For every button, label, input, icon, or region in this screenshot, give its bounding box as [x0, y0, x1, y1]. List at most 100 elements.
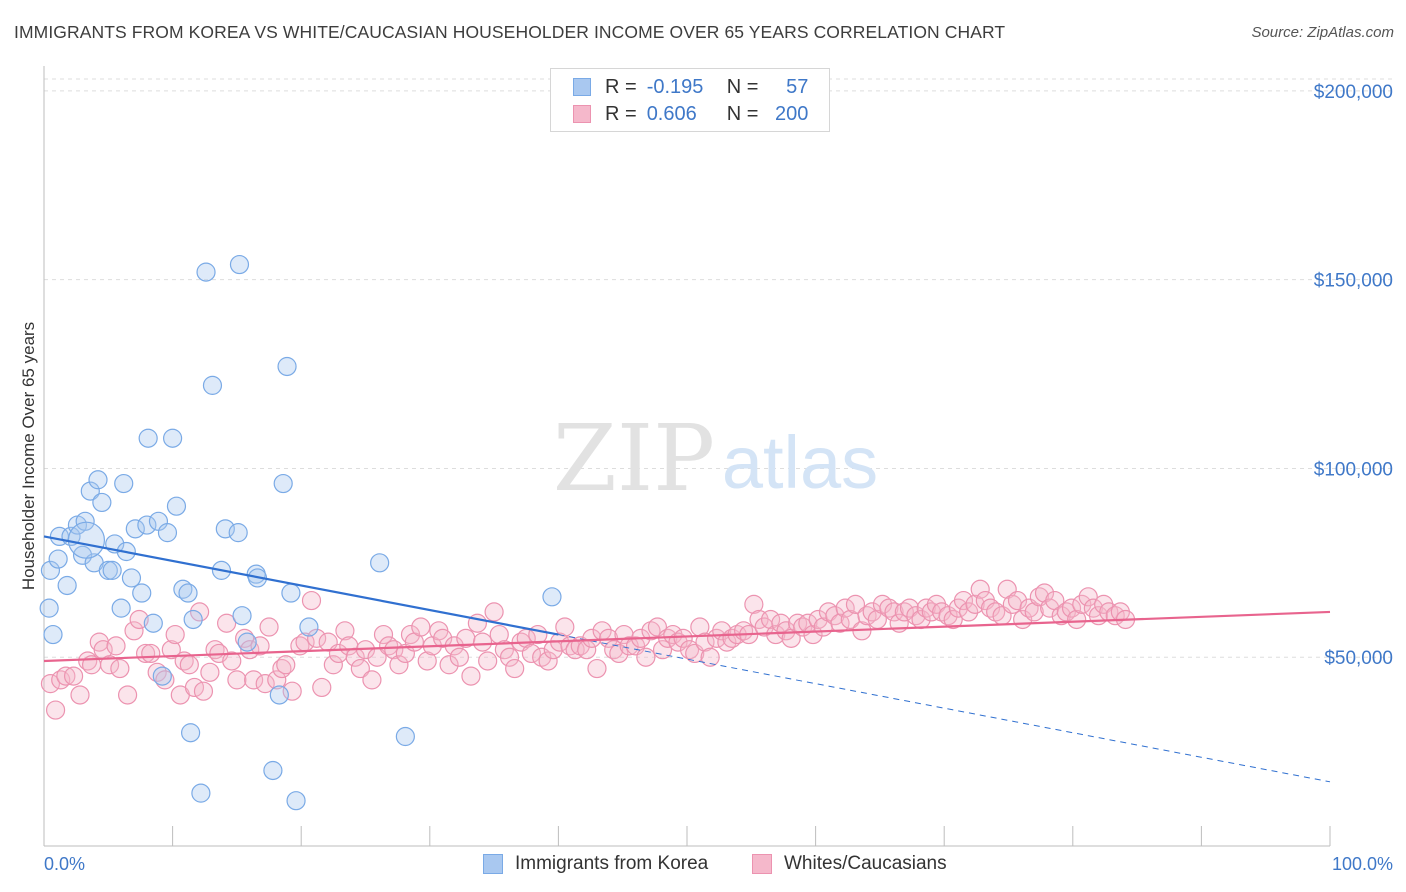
legend-n-value-korea: 57 [786, 75, 809, 98]
trendline-korea-extrapolated [558, 634, 1331, 783]
point-korea [191, 783, 211, 803]
point-white [362, 670, 382, 690]
point-korea [281, 583, 301, 603]
grid-layer [44, 78, 1395, 658]
point-korea [40, 560, 61, 580]
point-korea [72, 545, 93, 565]
point-korea [166, 496, 187, 516]
point-korea [173, 579, 193, 599]
x-tick-label-max: 100.0% [1332, 854, 1393, 874]
bottom-legend-item-korea[interactable]: Immigrants from Korea [483, 853, 708, 875]
watermark-zip: ZIP [553, 405, 715, 512]
point-white [379, 636, 399, 656]
chart-source: Source: ZipAtlas.com [1251, 24, 1394, 41]
point-korea [80, 481, 100, 501]
point-white [884, 602, 904, 622]
point-korea [67, 521, 106, 559]
point-korea [269, 685, 289, 705]
y-axis-label: Householder Income Over 65 years [19, 322, 38, 590]
point-korea [111, 598, 131, 618]
point-white [582, 628, 602, 648]
point-korea [121, 568, 142, 588]
y-tick-label: $50,000 [1324, 648, 1393, 669]
point-white [953, 590, 974, 611]
point-korea [57, 575, 77, 596]
point-korea [181, 723, 201, 743]
point-white [1061, 598, 1082, 618]
point-white [916, 598, 936, 618]
point-korea [88, 470, 108, 490]
axis-layer [43, 66, 1331, 847]
point-white [679, 640, 700, 660]
chart-title: IMMIGRANTS FROM KOREA VS WHITE/CAUCASIAN… [14, 22, 1006, 42]
point-korea [43, 624, 63, 645]
point-white [1072, 594, 1092, 614]
y-tick-label: $150,000 [1314, 271, 1393, 292]
point-white [652, 640, 673, 660]
point-white [129, 609, 149, 630]
point-white [1078, 587, 1098, 607]
point-korea [138, 428, 158, 448]
point-korea [157, 523, 178, 543]
point-korea [395, 726, 415, 747]
point-white [323, 655, 343, 675]
bottom-legend-label-korea: Immigrants from Korea [515, 853, 709, 874]
point-white [389, 655, 409, 675]
point-white [857, 606, 877, 626]
point-korea [114, 473, 134, 494]
bottom-legend-label-white: Whites/Caucasians [784, 853, 947, 874]
point-white [161, 640, 181, 660]
watermark: ZIP atlas [553, 405, 878, 512]
point-white [478, 651, 498, 671]
point-white [165, 624, 185, 645]
point-white [411, 617, 431, 637]
point-white [830, 613, 850, 633]
point-white [906, 606, 926, 626]
legend-r-value-white: 0.606 [646, 102, 697, 125]
point-white [350, 658, 370, 679]
point-korea [228, 523, 248, 543]
point-white [766, 624, 786, 645]
point-white [1007, 590, 1028, 611]
point-korea [178, 583, 198, 603]
point-white [222, 651, 242, 671]
point-white [106, 636, 126, 656]
point-white [78, 651, 98, 671]
point-white [943, 609, 963, 630]
point-korea [92, 492, 112, 513]
point-white [717, 632, 737, 652]
point-white [744, 594, 764, 614]
point-korea [137, 515, 157, 535]
point-white [1051, 606, 1071, 626]
point-white [439, 655, 459, 675]
point-white [433, 628, 453, 648]
trendline-white [43, 610, 1331, 663]
legend-n-label: N = [726, 75, 759, 98]
point-korea [125, 519, 145, 539]
point-white [879, 598, 899, 618]
point-korea [102, 560, 122, 580]
legend-row-white: R = 0.606 N = 200 [573, 102, 808, 126]
point-korea [48, 549, 68, 569]
point-white [604, 640, 624, 660]
point-white [695, 632, 715, 652]
point-white [760, 609, 781, 630]
point-white [1034, 583, 1055, 603]
legend-swatch-korea [573, 78, 591, 96]
point-white [521, 643, 541, 664]
point-white [124, 621, 144, 641]
point-white [499, 647, 520, 667]
point-white [970, 579, 990, 599]
bottom-legend-swatch-white [752, 854, 772, 874]
point-korea [263, 760, 283, 781]
point-white [461, 666, 481, 686]
point-white [70, 685, 90, 705]
point-white [217, 613, 237, 633]
bottom-legend: Immigrants from Korea Whites/Caucasians [0, 851, 1406, 879]
bottom-legend-item-white[interactable]: Whites/Caucasians [752, 853, 947, 875]
point-white [619, 636, 639, 656]
point-white [282, 681, 302, 701]
point-korea [370, 553, 390, 573]
point-white [1024, 602, 1044, 622]
